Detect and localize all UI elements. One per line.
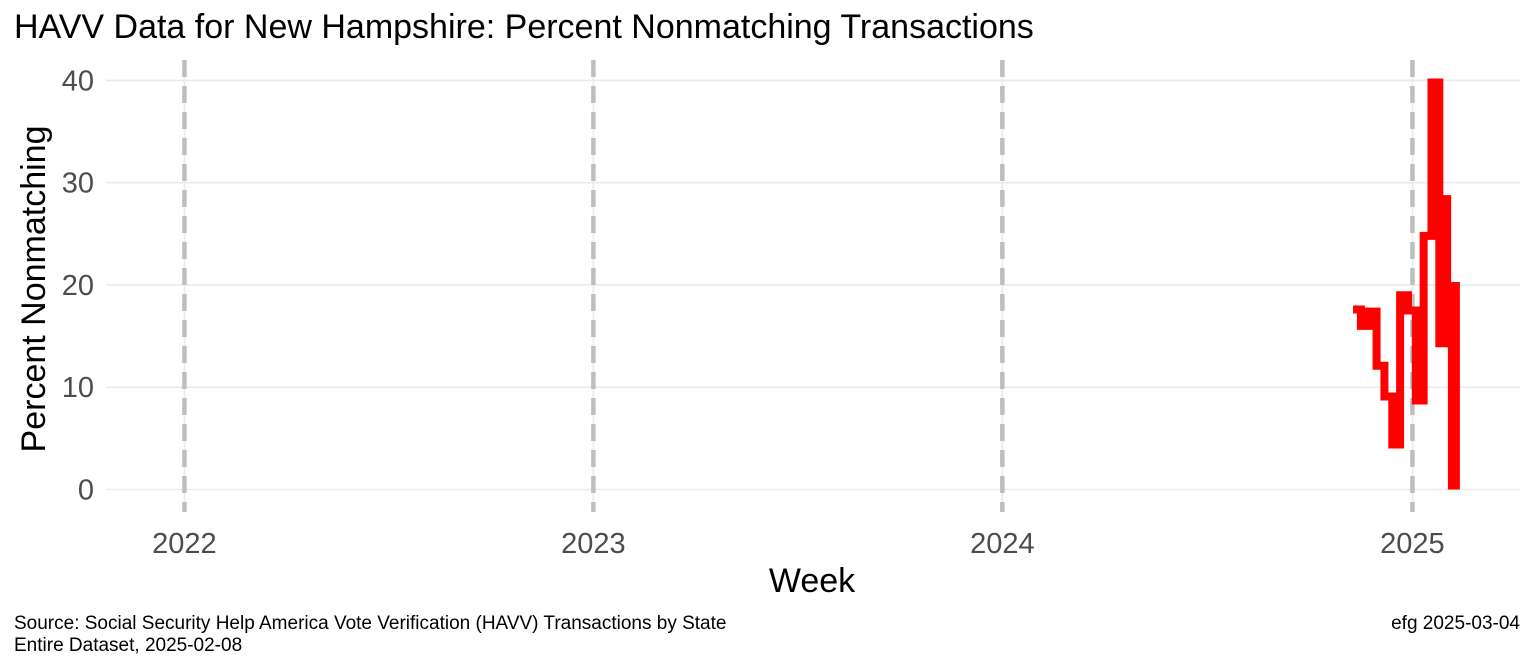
source-caption: Source: Social Security Help America Vot… [14, 613, 726, 657]
grid-lines [106, 60, 1520, 512]
line-chart: 0 10 20 30 40 2022 2023 2024 2025 Week Percent … [15, 60, 1520, 600]
x-axis-label: Week [769, 562, 856, 600]
x-tick-label: 2024 [970, 528, 1035, 560]
source-line-1: Source: Social Security Help America Vot… [14, 613, 727, 634]
series-lines [1353, 78, 1460, 490]
source-line-2: Entire Dataset, 2025-02-08 [14, 635, 243, 656]
y-tick-label: 10 [62, 372, 94, 404]
series-line [1353, 78, 1452, 449]
year-marker-lines [182, 60, 1415, 512]
x-tick-label: 2025 [1380, 528, 1445, 560]
chart-title: HAVV Data for New Hampshire: Percent Non… [14, 8, 1034, 46]
y-tick-label: 0 [78, 475, 94, 507]
x-tick-label: 2022 [152, 528, 217, 560]
credit-caption: efg 2025-03-04 [1391, 613, 1520, 634]
y-tick-label: 40 [62, 65, 94, 97]
y-tick-label: 30 [62, 168, 94, 200]
y-axis-ticks: 0 10 20 30 40 [62, 65, 94, 506]
series-line [1447, 282, 1460, 490]
x-tick-label: 2023 [561, 528, 626, 560]
x-axis-ticks: 2022 2023 2024 2025 [152, 528, 1445, 560]
y-tick-label: 20 [62, 270, 94, 302]
y-axis-label: Percent Nonmatching [15, 126, 53, 453]
